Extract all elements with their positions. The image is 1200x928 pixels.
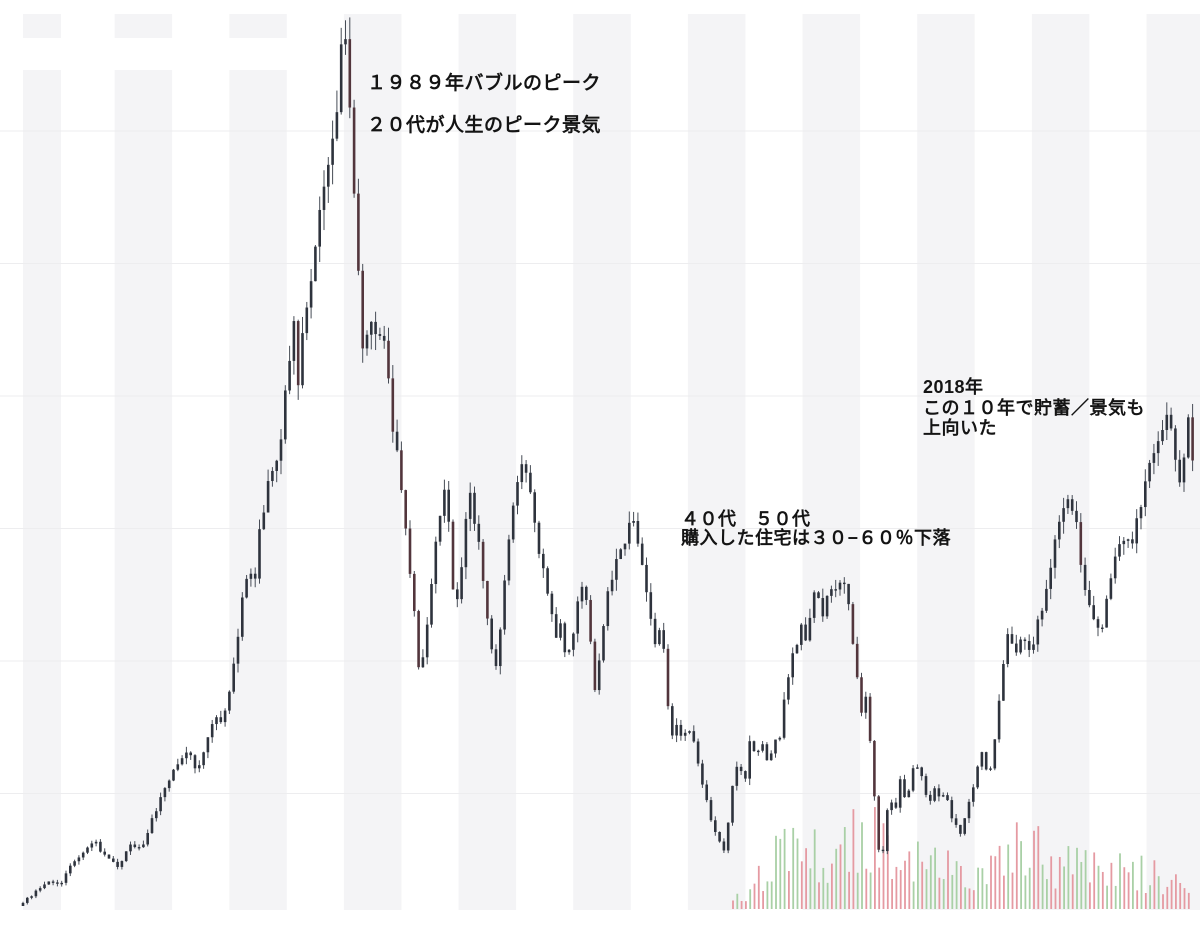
annotation-line: この１０年で貯蓄／景気も xyxy=(923,397,1145,418)
annotation-line: １９８９年バブルのピーク xyxy=(367,73,602,94)
annotation-housing-decline: ４０代 ５０代 購入した住宅は３０−６０％下落 xyxy=(681,509,952,549)
annotation-line: 購入した住宅は３０−６０％下落 xyxy=(681,528,952,549)
annotation-line: 2018年 xyxy=(923,377,984,397)
annotation-line: 上向いた xyxy=(923,418,997,439)
annotation-1989-bubble-peak: １９８９年バブルのピーク ２０代が人生のピーク景気 xyxy=(367,73,602,137)
annotation-line: ２０代が人生のピーク景気 xyxy=(367,115,602,137)
annotation-line: ４０代 ５０代 xyxy=(681,509,811,529)
annotation-2018-recovery: 2018年 この１０年で貯蓄／景気も 上向いた xyxy=(923,377,1145,439)
